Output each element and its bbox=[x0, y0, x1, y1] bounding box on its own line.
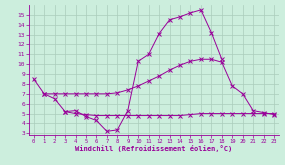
X-axis label: Windchill (Refroidissement éolien,°C): Windchill (Refroidissement éolien,°C) bbox=[75, 145, 233, 152]
